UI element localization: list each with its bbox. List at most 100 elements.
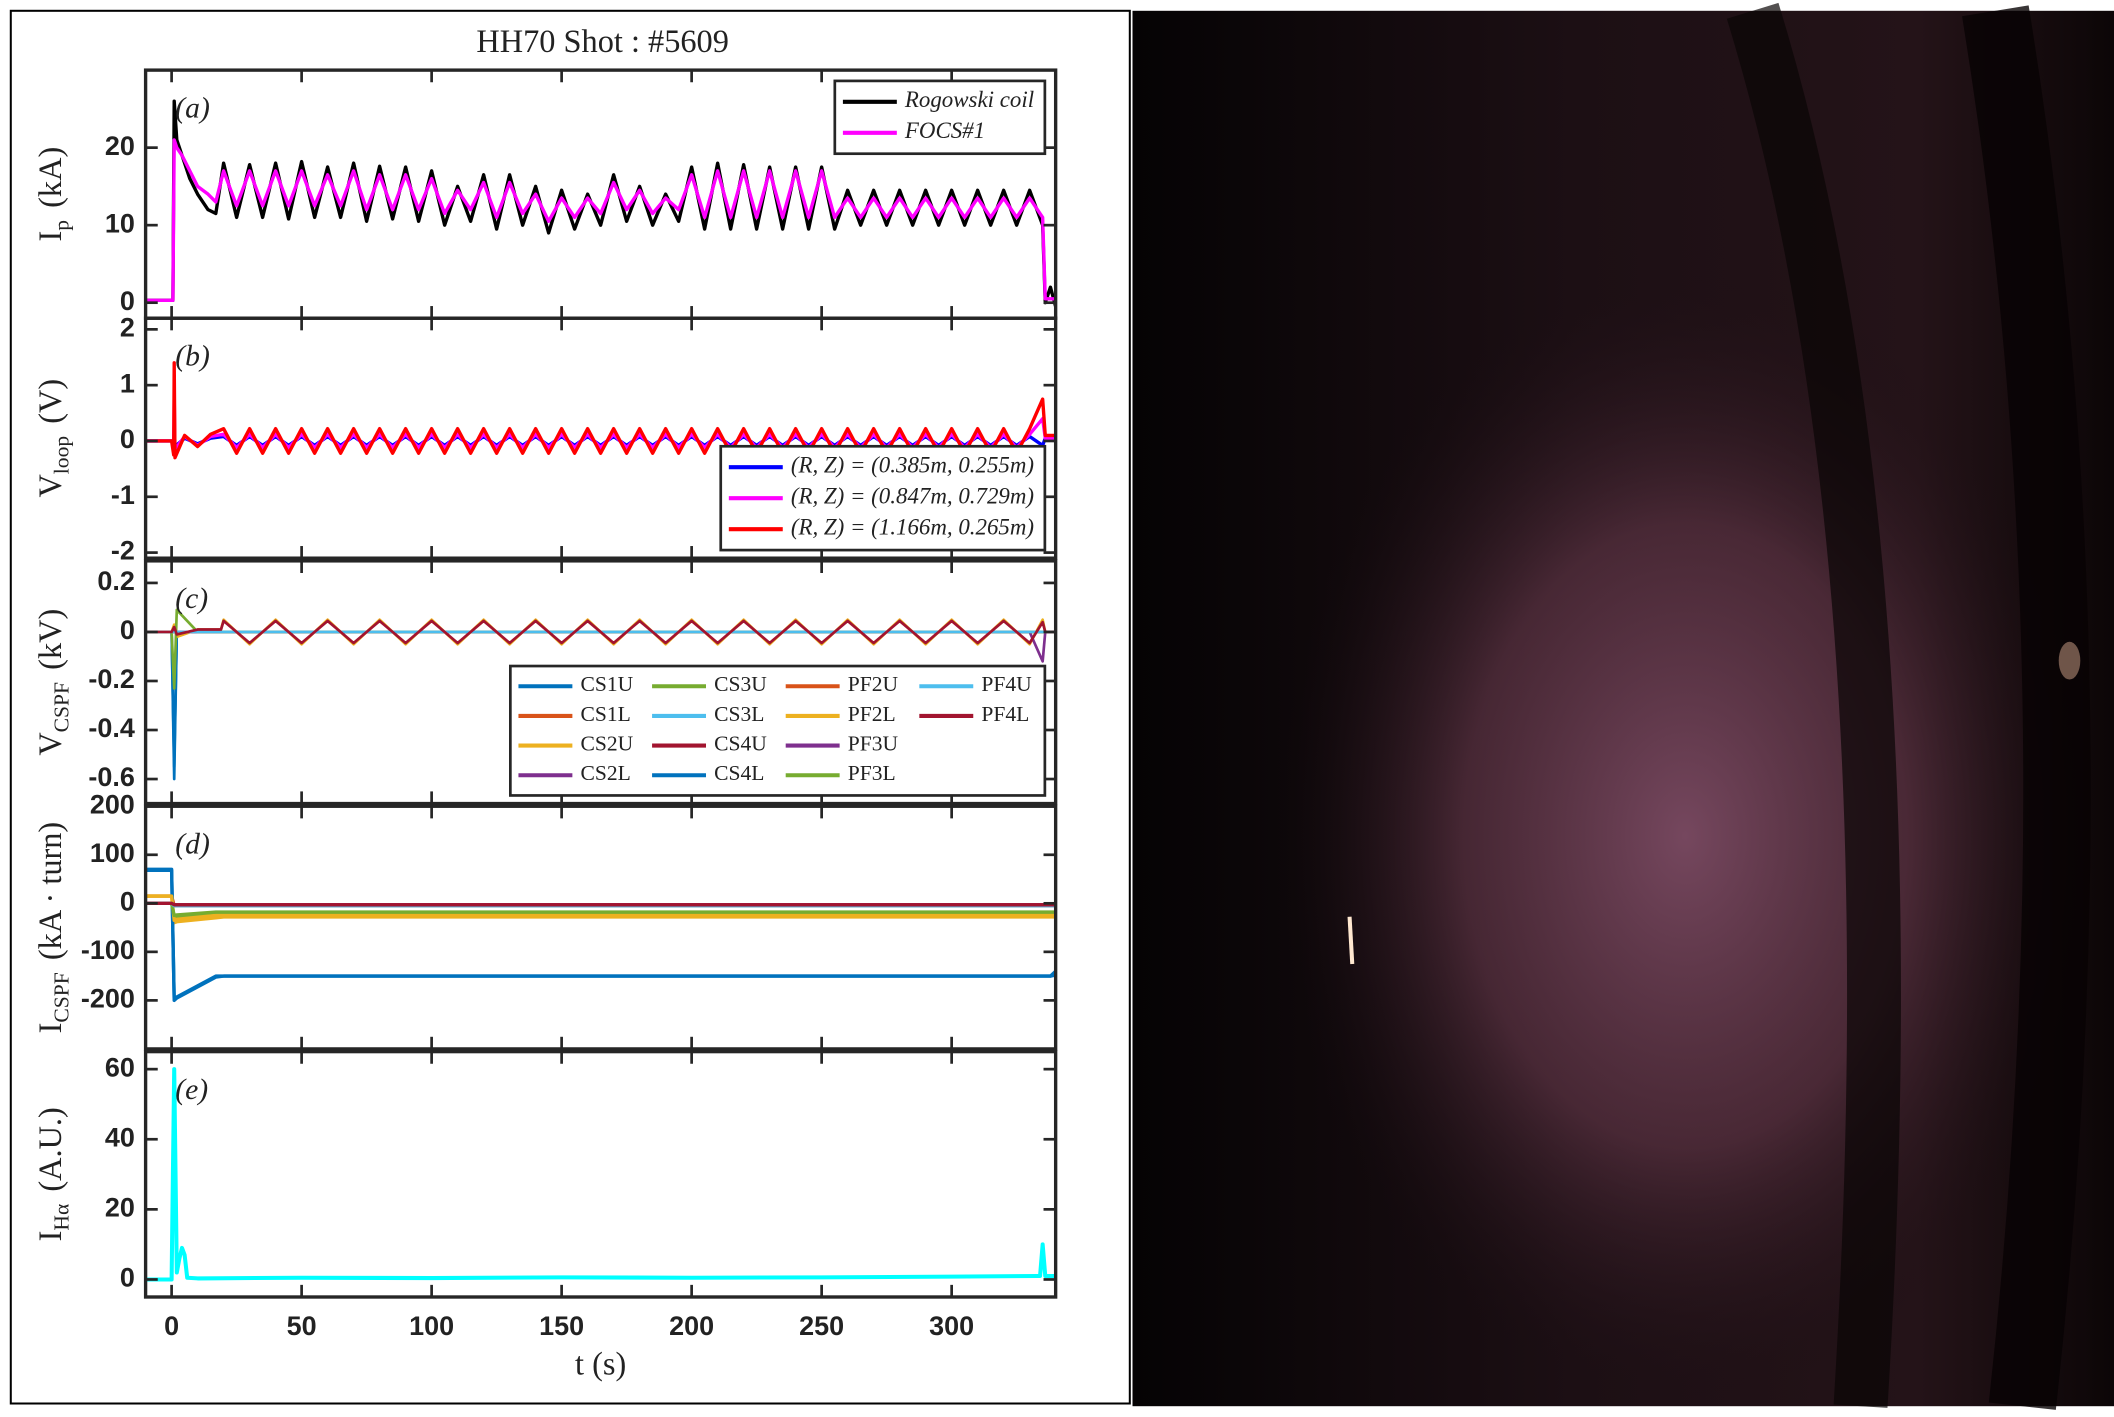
y-label-symbol: V <box>32 474 68 497</box>
y-label-subscript: CSPF <box>49 972 73 1022</box>
y-axis-label: ICSPF (kA · turn) <box>32 822 73 1034</box>
legend-label: PF3U <box>848 732 899 756</box>
reflection <box>2058 641 2081 680</box>
y-label-subscript: CSPF <box>49 682 73 732</box>
y-tick-label: -0.4 <box>88 713 134 743</box>
x-tick-label: 200 <box>669 1311 714 1341</box>
series-line <box>145 138 1056 303</box>
y-tick-label: 0 <box>120 1263 135 1293</box>
y-tick-label: -1 <box>111 480 135 510</box>
x-tick-label: 150 <box>539 1311 584 1341</box>
legend-label: CS4L <box>714 761 764 785</box>
y-axis-label: IHα (A.U.) <box>32 1107 73 1241</box>
y-tick-label: -100 <box>81 935 135 965</box>
axis-frame <box>143 1049 1058 1299</box>
y-tick-label: -200 <box>81 984 135 1014</box>
y-axis-label: Ip (kA) <box>32 147 73 242</box>
legend-label: (R, Z) = (1.166m, 0.265m) <box>791 514 1034 539</box>
y-tick-label: 100 <box>90 838 135 868</box>
y-label-unit: (kA · turn) <box>32 822 68 960</box>
y-tick-label: 20 <box>105 1192 135 1222</box>
subplot: -2 -1 0 1 2 (b) Vloop (V) (R, Z) = (0.385m, 0.25… <box>32 312 1058 566</box>
y-tick-label: 20 <box>105 131 135 161</box>
y-tick-label: 0.2 <box>97 566 134 596</box>
legend-label: CS2L <box>580 761 630 785</box>
vessel-edge <box>1962 5 2091 1410</box>
axis-frame <box>143 804 1058 1051</box>
plot-area <box>145 608 1056 781</box>
legend-label: (R, Z) = (0.385m, 0.255m) <box>791 452 1034 477</box>
plot-area <box>145 99 1056 308</box>
y-axis-label: VCSPF (kV) <box>32 609 73 756</box>
legend-label: PF2U <box>848 672 899 696</box>
y-axis-label: Vloop (V) <box>32 379 73 498</box>
y-tick-label: 200 <box>90 789 135 819</box>
y-tick-label: 1 <box>120 368 135 398</box>
legend-label: PF4L <box>981 702 1029 726</box>
x-tick-label: 0 <box>164 1311 179 1341</box>
panel-label: (c) <box>175 583 208 615</box>
y-tick-label: 10 <box>105 208 135 238</box>
subplot: -200 -100 0 100 200 (d) ICSPF (kA · turn) <box>32 789 1058 1051</box>
legend-label: PF3L <box>848 761 896 785</box>
legend-label: CS1U <box>580 672 633 696</box>
panel-label: (e) <box>175 1074 208 1106</box>
y-tick-label: 2 <box>120 312 135 342</box>
y-tick-label: -0.6 <box>88 762 134 792</box>
plot-area <box>145 1067 1056 1282</box>
legend-label: CS2U <box>580 732 633 756</box>
series-line <box>145 1067 1056 1282</box>
y-tick-label: -0.2 <box>88 664 134 694</box>
y-tick-label: 40 <box>105 1122 135 1152</box>
y-label-subscript: p <box>49 220 73 231</box>
panel-label: (d) <box>175 829 210 861</box>
y-tick-label: 0 <box>120 286 135 316</box>
y-label-symbol: V <box>32 732 68 755</box>
legend-label: CS3L <box>714 702 764 726</box>
axis-frame <box>143 316 1058 560</box>
series-line <box>145 901 1056 907</box>
y-label-symbol: I <box>32 1231 68 1242</box>
y-label-subscript: Hα <box>49 1204 73 1231</box>
legend-label: FOCS#1 <box>904 118 985 143</box>
series-line <box>145 619 1056 645</box>
panel-label: (a) <box>175 92 210 124</box>
subplot: 0 20 40 60 0 50 100 150 200 250 300 t (s) (e) IHα (A.U… <box>32 1049 1058 1382</box>
series-line <box>145 901 1056 918</box>
x-axis-label: t (s) <box>575 1346 626 1382</box>
y-tick-label: 60 <box>105 1052 135 1082</box>
subplot: -0.6 -0.4 -0.2 0 0.2 (c) VCSPF (kV) CS1U CS1L CS2U… <box>32 559 1058 806</box>
panel-label: (b) <box>175 340 210 372</box>
subplot: 0 10 20 (a) Ip (kA) Rogowski coil FOCS#1 <box>32 68 1058 320</box>
y-label-symbol: I <box>32 231 68 242</box>
plasma-glow <box>1280 269 2090 1403</box>
legend-label: Rogowski coil <box>904 87 1034 112</box>
photo <box>1132 2 2114 1410</box>
legend-label: PF4U <box>981 672 1032 696</box>
spark <box>1347 916 1355 965</box>
legend-label: CS4U <box>714 732 767 756</box>
y-label-unit: (kV) <box>32 609 68 670</box>
legend: CS1U CS1L CS2U CS2L CS3U CS3L CS4U CS4L PF2U PF2L… <box>509 664 1047 797</box>
x-tick-label: 250 <box>799 1311 844 1341</box>
y-label-subscript: loop <box>49 436 73 474</box>
legend-label: CS3U <box>714 672 767 696</box>
y-label-unit: (kA) <box>32 147 68 208</box>
x-tick-label: 50 <box>287 1311 317 1341</box>
y-label-unit: (A.U.) <box>32 1107 68 1191</box>
y-label-symbol: I <box>32 1023 68 1034</box>
legend-label: (R, Z) = (0.847m, 0.729m) <box>791 483 1034 508</box>
figure-title: HH70 Shot : #5609 <box>476 23 728 59</box>
vessel-edge <box>1726 2 1901 1408</box>
legend-label: CS1L <box>580 702 630 726</box>
y-tick-label: 0 <box>120 886 135 916</box>
x-tick-label: 300 <box>929 1311 974 1341</box>
y-tick-label: 0 <box>120 615 135 645</box>
y-tick-label: 0 <box>120 424 135 454</box>
legend-label: PF2L <box>848 702 896 726</box>
plot-area <box>145 867 1056 1003</box>
y-label-unit: (V) <box>32 379 68 424</box>
legend-box <box>833 79 1047 156</box>
y-tick-label: -2 <box>111 536 135 566</box>
